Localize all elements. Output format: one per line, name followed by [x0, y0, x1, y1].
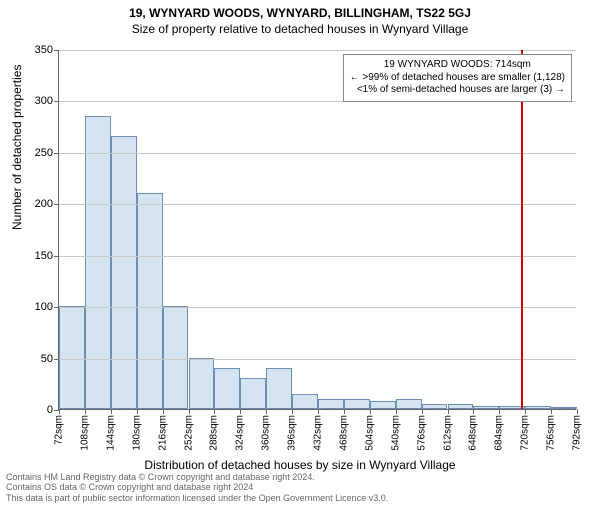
xtick-mark [551, 409, 552, 414]
ytick-mark [54, 50, 59, 51]
xtick-label: 468sqm [338, 415, 349, 451]
xtick-label: 288sqm [209, 415, 220, 451]
ytick-label: 50 [41, 353, 53, 365]
footer-line2: Contains OS data © Crown copyright and d… [6, 482, 388, 493]
bar [396, 399, 422, 409]
bar [189, 358, 215, 409]
xtick-label: 252sqm [183, 415, 194, 451]
ytick-mark [54, 153, 59, 154]
xtick-label: 684sqm [494, 415, 505, 451]
xtick-mark [85, 409, 86, 414]
x-axis-label: Distribution of detached houses by size … [0, 458, 600, 472]
bar [318, 399, 344, 409]
bar [292, 394, 318, 409]
gridline [59, 50, 576, 51]
bar [111, 136, 137, 409]
xtick-mark [292, 409, 293, 414]
xtick-mark [137, 409, 138, 414]
xtick-mark [422, 409, 423, 414]
xtick-label: 144sqm [105, 415, 116, 451]
xtick-label: 360sqm [261, 415, 272, 451]
xtick-mark [266, 409, 267, 414]
bar [448, 404, 474, 409]
xtick-mark [525, 409, 526, 414]
ytick-mark [54, 204, 59, 205]
xtick-mark [577, 409, 578, 414]
xtick-label: 324sqm [235, 415, 246, 451]
bar [551, 407, 577, 409]
gridline [59, 153, 576, 154]
ytick-label: 0 [47, 404, 53, 416]
reference-line [521, 50, 523, 409]
gridline [59, 204, 576, 205]
xtick-label: 540sqm [390, 415, 401, 451]
bar [266, 368, 292, 409]
xtick-label: 576sqm [416, 415, 427, 451]
bar [137, 193, 163, 409]
xtick-mark [318, 409, 319, 414]
xtick-label: 72sqm [54, 415, 65, 445]
ytick-label: 200 [35, 198, 53, 210]
gridline [59, 307, 576, 308]
bar [473, 406, 499, 409]
chart-container: 19, WYNYARD WOODS, WYNYARD, BILLINGHAM, … [0, 6, 600, 506]
xtick-mark [473, 409, 474, 414]
xtick-mark [370, 409, 371, 414]
ytick-mark [54, 359, 59, 360]
ytick-label: 250 [35, 147, 53, 159]
ytick-mark [54, 101, 59, 102]
ytick-label: 100 [35, 301, 53, 313]
chart-title-line2: Size of property relative to detached ho… [0, 22, 600, 36]
xtick-mark [214, 409, 215, 414]
footer-attribution: Contains HM Land Registry data © Crown c… [6, 472, 388, 504]
gridline [59, 256, 576, 257]
y-axis-label: Number of detached properties [10, 65, 24, 230]
xtick-label: 792sqm [572, 415, 583, 451]
ytick-label: 300 [35, 95, 53, 107]
annotation-box: 19 WYNYARD WOODS: 714sqm ← >99% of detac… [343, 54, 572, 102]
xtick-mark [163, 409, 164, 414]
bar [85, 116, 111, 409]
bar [240, 378, 266, 409]
xtick-label: 612sqm [442, 415, 453, 451]
ytick-mark [54, 410, 59, 411]
xtick-mark [448, 409, 449, 414]
gridline [59, 101, 576, 102]
ytick-mark [54, 256, 59, 257]
xtick-mark [396, 409, 397, 414]
bar [370, 401, 396, 409]
xtick-mark [59, 409, 60, 414]
chart-title-line1: 19, WYNYARD WOODS, WYNYARD, BILLINGHAM, … [0, 6, 600, 20]
xtick-label: 720sqm [520, 415, 531, 451]
ytick-label: 150 [35, 250, 53, 262]
xtick-label: 648sqm [468, 415, 479, 451]
bar [214, 368, 240, 409]
footer-line1: Contains HM Land Registry data © Crown c… [6, 472, 388, 483]
xtick-mark [240, 409, 241, 414]
xtick-label: 432sqm [313, 415, 324, 451]
xtick-label: 756sqm [546, 415, 557, 451]
bar [344, 399, 370, 409]
annotation-line1: 19 WYNYARD WOODS: 714sqm [350, 59, 565, 72]
bars-layer [59, 50, 576, 409]
plot-area: 19 WYNYARD WOODS: 714sqm ← >99% of detac… [58, 50, 576, 410]
footer-line3: This data is part of public sector infor… [6, 493, 388, 504]
annotation-line3: <1% of semi-detached houses are larger (… [350, 84, 565, 97]
xtick-label: 108sqm [79, 415, 90, 451]
bar [525, 406, 551, 409]
xtick-mark [111, 409, 112, 414]
xtick-mark [499, 409, 500, 414]
gridline [59, 359, 576, 360]
xtick-label: 396sqm [287, 415, 298, 451]
xtick-label: 180sqm [131, 415, 142, 451]
xtick-label: 216sqm [157, 415, 168, 451]
ytick-label: 350 [35, 44, 53, 56]
ytick-mark [54, 307, 59, 308]
xtick-label: 504sqm [364, 415, 375, 451]
bar [422, 404, 448, 409]
xtick-mark [189, 409, 190, 414]
xtick-mark [344, 409, 345, 414]
annotation-line2: ← >99% of detached houses are smaller (1… [350, 72, 565, 85]
